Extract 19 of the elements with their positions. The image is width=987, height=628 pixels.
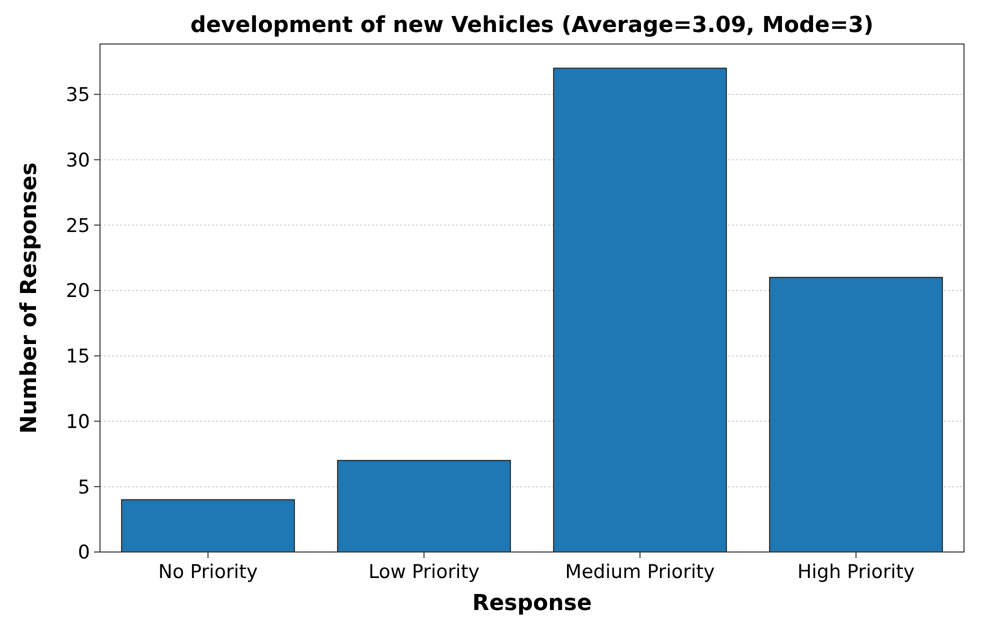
y-axis-title: Number of Responses (17, 162, 42, 434)
y-tick-label: 20 (66, 280, 90, 302)
bar (769, 276, 943, 552)
x-axis-title: Response (472, 591, 592, 616)
y-tick-label: 5 (78, 476, 90, 498)
y-tick-label: 15 (66, 346, 90, 368)
bar (121, 499, 295, 552)
bar (337, 460, 511, 552)
y-tick-label: 35 (66, 84, 90, 106)
x-tick-label: Low Priority (368, 561, 480, 583)
y-tick-label: 0 (78, 542, 90, 564)
bar (553, 68, 727, 552)
y-tick-label: 25 (66, 214, 90, 237)
x-tick-label: High Priority (797, 561, 915, 583)
x-tick-label: No Priority (158, 561, 258, 583)
chart-title: development of new Vehicles (Average=3.09, Mode=3) (190, 13, 874, 38)
y-tick-label: 30 (66, 149, 90, 172)
y-tick-label: 10 (66, 410, 90, 433)
x-tick-label: Medium Priority (565, 561, 715, 583)
